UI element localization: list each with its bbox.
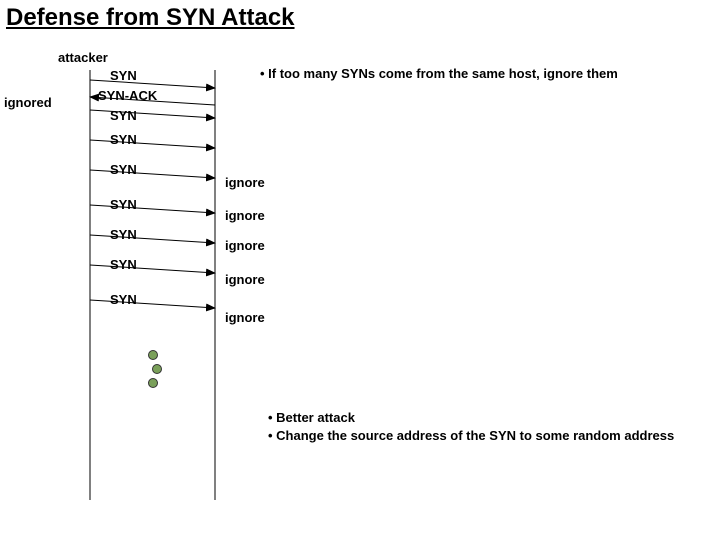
bullet-2: • Better attack: [268, 410, 355, 425]
attacker-label: attacker: [58, 50, 108, 65]
continuation-dot-2: [148, 378, 158, 388]
syn-label-3: SYN: [110, 132, 137, 147]
syn-label-4: SYN: [110, 162, 137, 177]
ignore-label-5: ignore: [225, 208, 265, 223]
continuation-dot-0: [148, 350, 158, 360]
diagram-svg: [0, 40, 720, 540]
syn-label-0: SYN: [110, 68, 137, 83]
syn-label-5: SYN: [110, 197, 137, 212]
bullet-3: • Change the source address of the SYN t…: [268, 428, 674, 443]
syn-label-6: SYN: [110, 227, 137, 242]
syn-label-8: SYN: [110, 292, 137, 307]
continuation-dot-1: [152, 364, 162, 374]
ignore-label-7: ignore: [225, 272, 265, 287]
bullet-1-text: If too many SYNs come from the same host…: [268, 66, 618, 81]
bullet-1: • If too many SYNs come from the same ho…: [260, 66, 618, 81]
ignore-label-4: ignore: [225, 175, 265, 190]
ignore-label-6: ignore: [225, 238, 265, 253]
ignore-label-8: ignore: [225, 310, 265, 325]
syn-label-7: SYN: [110, 257, 137, 272]
syn-label-2: SYN: [110, 108, 137, 123]
page-title: Defense from SYN Attack: [6, 4, 295, 32]
bullet-3-text: Change the source address of the SYN to …: [276, 428, 674, 443]
bullet-2-text: Better attack: [276, 410, 355, 425]
synack-label: SYN-ACK: [98, 88, 157, 103]
sequence-diagram: attacker ignored • If too many SYNs come…: [0, 40, 720, 540]
ignored-label: ignored: [4, 95, 52, 110]
